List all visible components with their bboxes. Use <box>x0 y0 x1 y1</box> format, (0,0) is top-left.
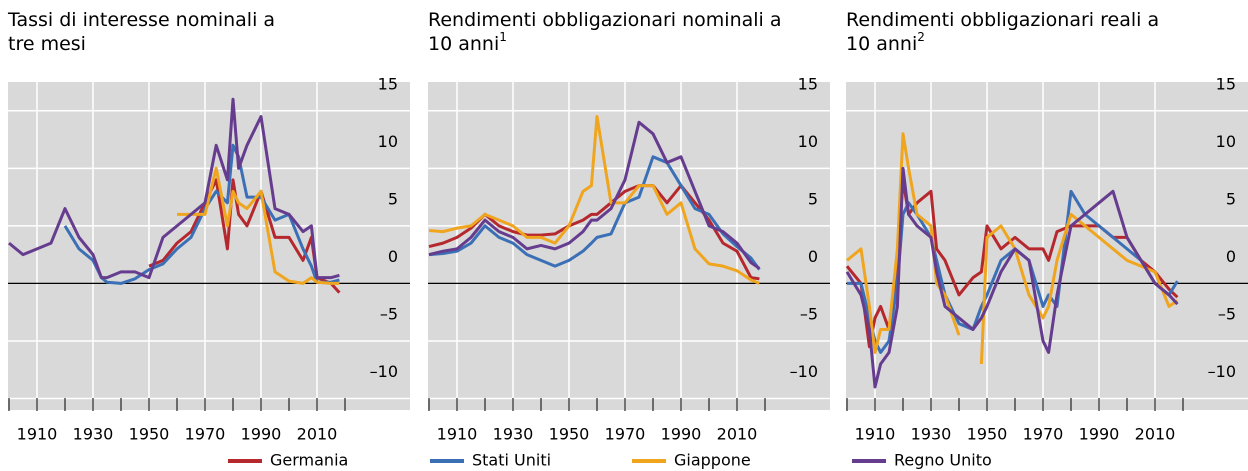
x-tick-label: 1910 <box>855 425 896 444</box>
x-tick-label: 1990 <box>1079 425 1120 444</box>
y-tick-label: 10 <box>798 132 818 151</box>
x-tick-label: 2010 <box>717 425 758 444</box>
x-tick-label: 1970 <box>1023 425 1064 444</box>
series-line <box>428 155 761 271</box>
x-tick-label: 1990 <box>241 425 282 444</box>
series-line <box>63 143 340 285</box>
title-line: 10 anni <box>428 33 499 55</box>
x-tick-label: 1970 <box>605 425 646 444</box>
y-tick-label: 10 <box>378 132 398 151</box>
y-tick-label: 15 <box>378 74 398 93</box>
chart-title: Rendimenti obbligazionari reali a <box>846 9 1159 31</box>
y-tick-label: 5 <box>1226 189 1236 208</box>
title-line: 10 anni <box>846 33 917 55</box>
plot-background <box>428 82 830 410</box>
x-tick-label: 1950 <box>549 425 590 444</box>
x-tick-label: 1990 <box>661 425 702 444</box>
footnote-marker: 1 <box>499 30 507 44</box>
x-tick-label: 1930 <box>73 425 114 444</box>
y-tick-label: –5 <box>1218 304 1236 323</box>
x-tick-label: 1970 <box>185 425 226 444</box>
title-line: Rendimenti obbligazionari reali a <box>846 9 1159 31</box>
chart-title: Rendimenti obbligazionari nominali a <box>428 9 782 31</box>
legend-label: Giappone <box>674 451 751 470</box>
series-line <box>428 120 761 270</box>
chart-title: Tassi di interesse nominali a <box>7 9 275 31</box>
y-tick-label: 15 <box>798 74 818 93</box>
legend-label: Regno Unito <box>894 451 992 470</box>
plot-background <box>846 82 1248 410</box>
title-line: Tassi di interesse nominali a <box>7 9 275 31</box>
x-tick-label: 2010 <box>1135 425 1176 444</box>
x-tick-label: 2010 <box>297 425 338 444</box>
y-tick-label: –5 <box>800 304 818 323</box>
y-tick-label: 15 <box>1216 74 1236 93</box>
title-line: tre mesi <box>8 33 86 55</box>
y-tick-label: 0 <box>808 247 818 266</box>
y-tick-label: 10 <box>1216 132 1236 151</box>
series-line <box>177 166 340 285</box>
y-tick-label: –10 <box>370 362 398 381</box>
plot-background <box>8 82 410 410</box>
chart-title: tre mesi <box>8 33 86 55</box>
legend-label: Germania <box>270 451 348 470</box>
chart-title: 10 anni2 <box>846 30 925 55</box>
x-tick-label: 1910 <box>437 425 478 444</box>
x-tick-label: 1910 <box>17 425 58 444</box>
title-line: Rendimenti obbligazionari nominali a <box>428 9 782 31</box>
y-tick-label: 5 <box>388 189 398 208</box>
series-line <box>428 115 760 285</box>
x-tick-label: 1950 <box>967 425 1008 444</box>
y-tick-label: –5 <box>380 304 398 323</box>
series-line <box>8 97 340 280</box>
y-tick-label: 5 <box>808 189 818 208</box>
footnote-marker: 2 <box>917 30 925 44</box>
x-tick-label: 1930 <box>493 425 534 444</box>
y-tick-label: –10 <box>790 362 818 381</box>
y-tick-label: –10 <box>1208 362 1236 381</box>
chart-title: 10 anni1 <box>428 30 507 55</box>
y-tick-label: 0 <box>1226 247 1236 266</box>
x-tick-label: 1950 <box>129 425 170 444</box>
series-line <box>845 166 1179 389</box>
y-tick-label: 0 <box>388 247 398 266</box>
legend-label: Stati Uniti <box>472 451 551 470</box>
x-tick-label: 1930 <box>911 425 952 444</box>
